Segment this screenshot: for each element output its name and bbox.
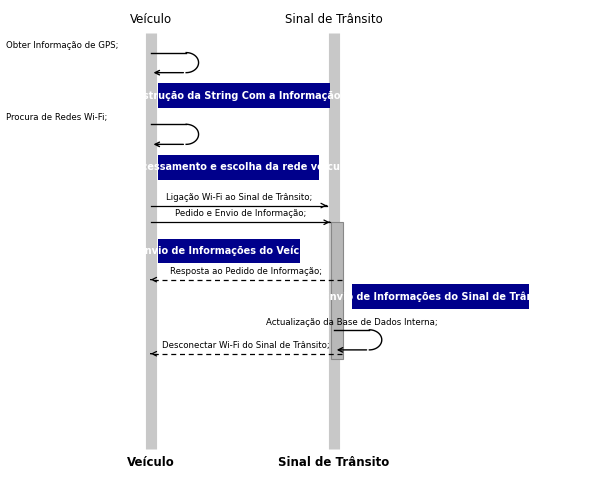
Text: Envio de Informações do Veículo;: Envio de Informações do Veículo;	[138, 246, 320, 256]
Text: Pedido e Envio de Informação;: Pedido e Envio de Informação;	[174, 209, 306, 218]
Text: Ligação Wi-Fi ao Sinal de Trânsito;: Ligação Wi-Fi ao Sinal de Trânsito;	[165, 193, 312, 202]
Bar	[158, 155, 319, 180]
Bar	[331, 222, 343, 358]
Text: Processamento e escolha da rede veicular: Processamento e escolha da rede veicular	[123, 163, 355, 172]
Bar	[352, 284, 529, 309]
Text: Sinal de Trânsito: Sinal de Trânsito	[278, 456, 389, 469]
Text: Resposta ao Pedido de Informação;: Resposta ao Pedido de Informação;	[170, 267, 322, 276]
Text: Actualização da Base de Dados Interna;: Actualização da Base de Dados Interna;	[266, 318, 437, 327]
Bar	[158, 83, 330, 108]
Bar	[158, 239, 300, 263]
Text: Sinal de Trânsito: Sinal de Trânsito	[285, 13, 383, 26]
Text: Desconectar Wi-Fi do Sinal de Trânsito;: Desconectar Wi-Fi do Sinal de Trânsito;	[163, 341, 330, 350]
Text: Construção da String Com a Informação GPS: Construção da String Com a Informação GP…	[122, 91, 366, 100]
Text: Veículo: Veículo	[129, 13, 172, 26]
Text: Obter Informação de GPS;: Obter Informação de GPS;	[6, 41, 118, 50]
Text: Veículo: Veículo	[127, 456, 174, 469]
Text: Envio de Informações do Sinal de Trânsito;: Envio de Informações do Sinal de Trânsit…	[323, 291, 558, 302]
Text: Procura de Redes Wi-Fi;: Procura de Redes Wi-Fi;	[6, 113, 108, 122]
